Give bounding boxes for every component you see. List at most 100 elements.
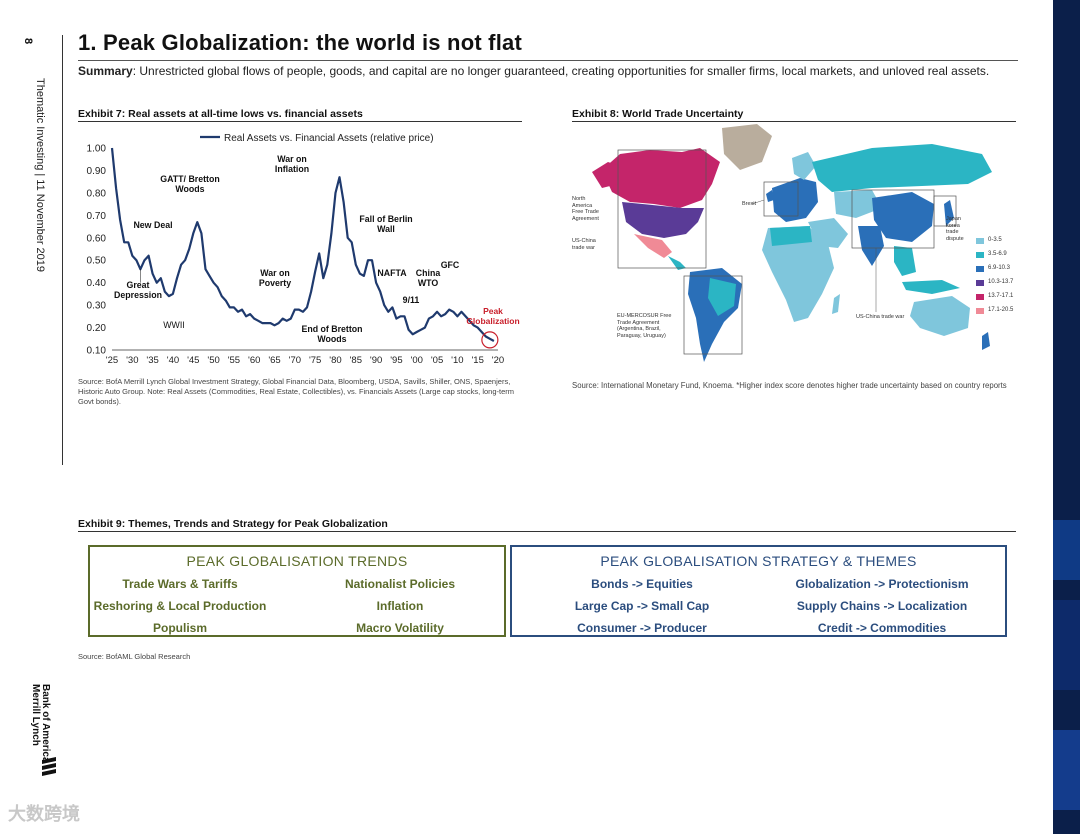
x-tick-label: '05 bbox=[431, 355, 443, 366]
strategy-heading: PEAK GLOBALISATION STRATEGY & THEMES bbox=[600, 553, 917, 569]
x-tick-label: '40 bbox=[167, 355, 179, 366]
legend-swatch-1 bbox=[976, 252, 984, 258]
y-tick-label: 0.70 bbox=[87, 211, 107, 222]
map-mexico bbox=[634, 234, 672, 258]
y-tick-label: 0.10 bbox=[87, 346, 107, 357]
x-tick-label: '45 bbox=[187, 355, 199, 366]
map-se-asia bbox=[894, 246, 916, 276]
map-africa-north bbox=[770, 226, 812, 246]
exhibit9-source: Source: BofAML Global Research bbox=[78, 652, 191, 661]
watermark: 大数跨境 bbox=[8, 804, 80, 824]
map-label-uschina: US-China trade war bbox=[572, 238, 596, 251]
map-label-nafta-3: Free Trade bbox=[572, 209, 599, 215]
map-africa bbox=[762, 226, 834, 322]
brand-line2: Merrill Lynch bbox=[30, 684, 41, 746]
x-tick-label: '25 bbox=[106, 355, 118, 366]
summary: Summary: Unrestricted global flows of pe… bbox=[78, 64, 1008, 79]
map-label-japan-1: Japan bbox=[946, 216, 961, 222]
annotation-label: GFC bbox=[441, 260, 460, 270]
strategy-item: Globalization -> Protectionism bbox=[795, 577, 969, 591]
map-label-japan-4: dispute bbox=[946, 235, 964, 242]
map-label-uschina-1: US-China bbox=[572, 238, 596, 244]
box-japan bbox=[933, 195, 957, 227]
x-tick-label: '10 bbox=[451, 355, 463, 366]
annotation-label: China WTO bbox=[416, 268, 441, 288]
legend-label-2: 6.9-10.3 bbox=[988, 265, 1011, 271]
side-running-head: Thematic Investing | 11 November 2019 bbox=[34, 78, 46, 273]
trend-item: Reshoring & Local Production bbox=[93, 599, 267, 613]
x-tick-label: '85 bbox=[350, 355, 362, 366]
y-tick-label: 0.80 bbox=[87, 188, 107, 199]
map-label-mercosur-3: (Argentina, Brazil, bbox=[617, 326, 661, 332]
map-uk bbox=[766, 190, 774, 202]
map-usa bbox=[622, 202, 704, 238]
box-south-america bbox=[683, 275, 743, 355]
strategy-item: Consumer -> Producer bbox=[577, 621, 707, 635]
map-label-nafta: North America Free Trade Agreement bbox=[572, 196, 599, 222]
map-australia bbox=[910, 296, 970, 336]
y-tick-label: 0.90 bbox=[87, 166, 107, 177]
right-decor-band bbox=[1053, 0, 1080, 834]
peak-circle bbox=[481, 331, 499, 349]
map-greenland bbox=[722, 124, 772, 170]
annotation-label: War on Inflation bbox=[275, 154, 309, 174]
exhibit9-title: Exhibit 9: Themes, Trends and Strategy f… bbox=[78, 518, 388, 530]
flag-icon bbox=[42, 757, 56, 776]
map-canada bbox=[602, 148, 720, 208]
map-alaska bbox=[592, 162, 620, 188]
map-label-uschina-2: US-China trade war bbox=[856, 314, 905, 320]
map-russia bbox=[812, 144, 992, 192]
trend-item: Macro Volatility bbox=[356, 621, 444, 635]
map-label-japan-3: trade bbox=[946, 229, 959, 235]
annotation-label: War on Poverty bbox=[259, 268, 291, 288]
box-europe bbox=[763, 181, 799, 217]
map-central-america bbox=[668, 256, 686, 270]
map-label-mercosur: EU-MERCOSUR Free Trade Agreement (Argent… bbox=[617, 313, 671, 339]
map-scandinavia bbox=[792, 152, 816, 180]
x-tick-label: '80 bbox=[329, 355, 341, 366]
exhibit7-title: Exhibit 7: Real assets at all-time lows … bbox=[78, 108, 363, 120]
x-tick-label: '35 bbox=[146, 355, 158, 366]
series-line bbox=[110, 147, 495, 342]
trends-box: PEAK GLOBALISATION TRENDS Trade Wars & T… bbox=[88, 545, 506, 637]
map-label-brexit: Brexit bbox=[742, 201, 757, 207]
page-number: 8 bbox=[22, 38, 34, 45]
brand-logo: Bank of America Merrill Lynch bbox=[30, 684, 51, 763]
trend-item: Trade Wars & Tariffs bbox=[122, 577, 238, 591]
box-north-america bbox=[617, 149, 707, 269]
exhibit9-rule bbox=[78, 531, 1016, 532]
y-tick-label: 0.60 bbox=[87, 233, 107, 244]
map-label-japan: Japan korea trade dispute bbox=[946, 216, 964, 242]
legend-swatch-0 bbox=[976, 238, 984, 244]
annotation-label: 9/11 bbox=[403, 295, 420, 305]
annotation-label: New Deal bbox=[133, 220, 172, 230]
strategy-box: PEAK GLOBALISATION STRATEGY & THEMES Bon… bbox=[510, 545, 1007, 637]
exhibit8-source: Source: International Monetary Fund, Kno… bbox=[572, 381, 1007, 390]
legend-label-1: 3.5-6.9 bbox=[988, 251, 1007, 257]
legend-swatch-4 bbox=[976, 294, 984, 300]
annotation-label: Great Depression bbox=[114, 280, 162, 300]
annotation-label: End of Bretton Woods bbox=[301, 324, 362, 344]
x-tick-label: '60 bbox=[248, 355, 260, 366]
map-label-uschina-2: trade war bbox=[572, 244, 595, 251]
x-tick-label: '55 bbox=[228, 355, 240, 366]
x-tick-label: '65 bbox=[268, 355, 280, 366]
trend-item: Inflation bbox=[376, 599, 424, 613]
annotation-label: Fall of Berlin Wall bbox=[359, 214, 412, 234]
exhibit7-source: Source: BofA Merrill Lynch Global Invest… bbox=[78, 377, 515, 406]
x-tick-label: '20 bbox=[492, 355, 504, 366]
title-rule bbox=[78, 60, 1018, 61]
y-tick-label: 0.50 bbox=[87, 256, 107, 267]
y-tick-label: 1.00 bbox=[87, 144, 107, 155]
trend-item: Populism bbox=[152, 621, 207, 635]
annotation-label: GATT/ Bretton Woods bbox=[160, 174, 219, 194]
map-europe bbox=[772, 178, 818, 222]
map-new-zealand bbox=[982, 332, 990, 350]
map-label-nafta-4: Agreement bbox=[572, 215, 599, 222]
page-title: 1. Peak Globalization: the world is not … bbox=[78, 30, 522, 55]
exhibit8-title: Exhibit 8: World Trade Uncertainty bbox=[572, 108, 744, 120]
x-tick-label: '70 bbox=[289, 355, 301, 366]
legend-swatch-5 bbox=[976, 308, 984, 314]
map-label-mercosur-4: Paraguay, Uruguay) bbox=[617, 332, 666, 339]
map-label-mercosur-1: EU-MERCOSUR Free bbox=[617, 313, 672, 319]
